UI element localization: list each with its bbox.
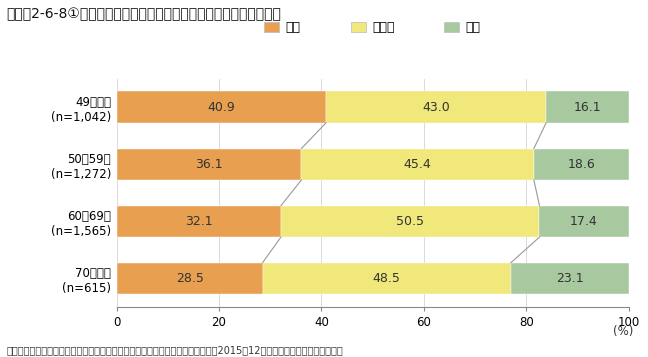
Text: 36.1: 36.1	[195, 158, 223, 171]
Text: 40.9: 40.9	[207, 101, 235, 114]
Text: 18.6: 18.6	[568, 158, 596, 171]
Bar	[546, 91, 629, 123]
Bar	[301, 149, 534, 180]
Bar	[281, 206, 540, 237]
Bar	[534, 149, 629, 180]
Bar	[511, 263, 629, 294]
Text: 16.1: 16.1	[573, 101, 601, 114]
Text: 43.0: 43.0	[422, 101, 450, 114]
Legend: 増加, 横ばい, 減少: 増加, 横ばい, 減少	[259, 16, 486, 39]
Text: 48.5: 48.5	[373, 272, 400, 285]
Text: 32.1: 32.1	[185, 215, 213, 228]
Bar	[117, 263, 262, 294]
Bar	[262, 263, 511, 294]
Text: 28.5: 28.5	[176, 272, 203, 285]
Bar	[117, 149, 301, 180]
Text: 50.5: 50.5	[396, 215, 424, 228]
Bar	[117, 206, 281, 237]
Bar	[540, 206, 629, 237]
Bar	[117, 91, 326, 123]
Text: (%): (%)	[613, 325, 634, 338]
Text: コラム2-6-8①図　経営者の年齢別に見た今後の売上高推移の見込み: コラム2-6-8①図 経営者の年齢別に見た今後の売上高推移の見込み	[6, 7, 281, 21]
Text: 資料：中小企業庁委託「中小企業の成長と投資行動に関するアンケート調査」（2015年12月、（株）帝国データバンク）: 資料：中小企業庁委託「中小企業の成長と投資行動に関するアンケート調査」（2015…	[6, 345, 343, 355]
Text: 45.4: 45.4	[404, 158, 432, 171]
Text: 17.4: 17.4	[570, 215, 598, 228]
Text: 23.1: 23.1	[556, 272, 584, 285]
Bar	[326, 91, 546, 123]
